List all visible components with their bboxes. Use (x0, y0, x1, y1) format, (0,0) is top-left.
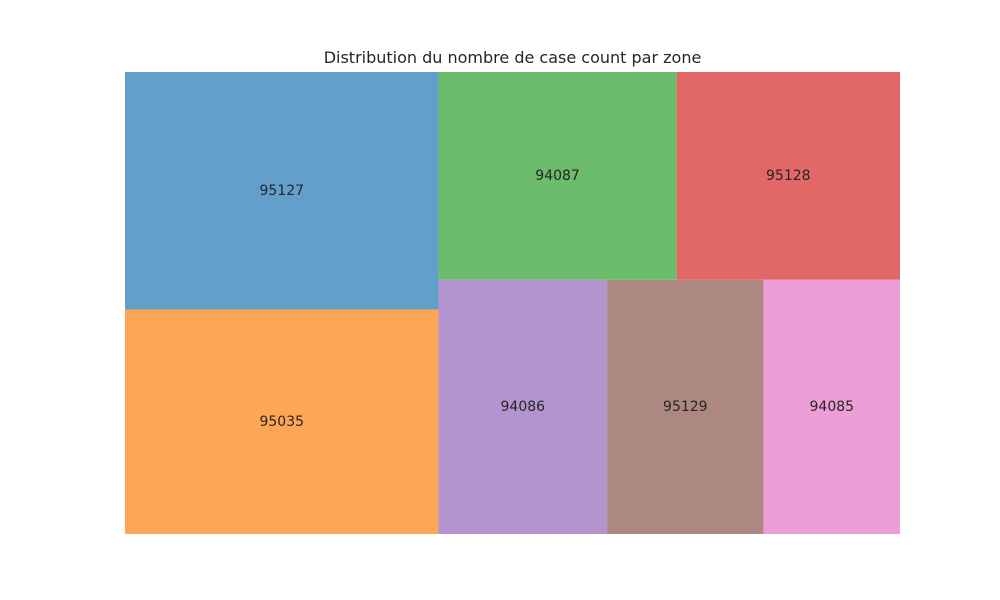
tile-label: 95129 (663, 399, 708, 415)
treemap-tile: 95129 (607, 279, 764, 534)
chart-title: Distribution du nombre de case count par… (323, 48, 702, 67)
treemap-tile: 95128 (676, 72, 900, 280)
treemap-tile: 94086 (438, 279, 608, 534)
tile-label: 94086 (501, 399, 546, 415)
tile-label: 95127 (259, 183, 304, 199)
tile-rect (125, 72, 439, 310)
treemap-tiles: 95127 95035 94087 95128 94086 95129 94085 (125, 72, 900, 534)
tile-rect (125, 309, 439, 534)
tile-rect (763, 279, 900, 534)
treemap-tile: 95127 (125, 72, 439, 310)
tile-label: 94087 (535, 168, 580, 184)
treemap-tile: 94085 (763, 279, 900, 534)
treemap-tile: 95035 (125, 309, 439, 534)
tile-rect (676, 72, 900, 280)
tile-rect (438, 279, 608, 534)
tile-label: 95128 (766, 168, 811, 184)
tile-label: 95035 (259, 414, 304, 430)
tile-label: 94085 (810, 399, 855, 415)
tile-rect (438, 72, 677, 280)
tile-rect (607, 279, 764, 534)
treemap-tile: 94087 (438, 72, 677, 280)
